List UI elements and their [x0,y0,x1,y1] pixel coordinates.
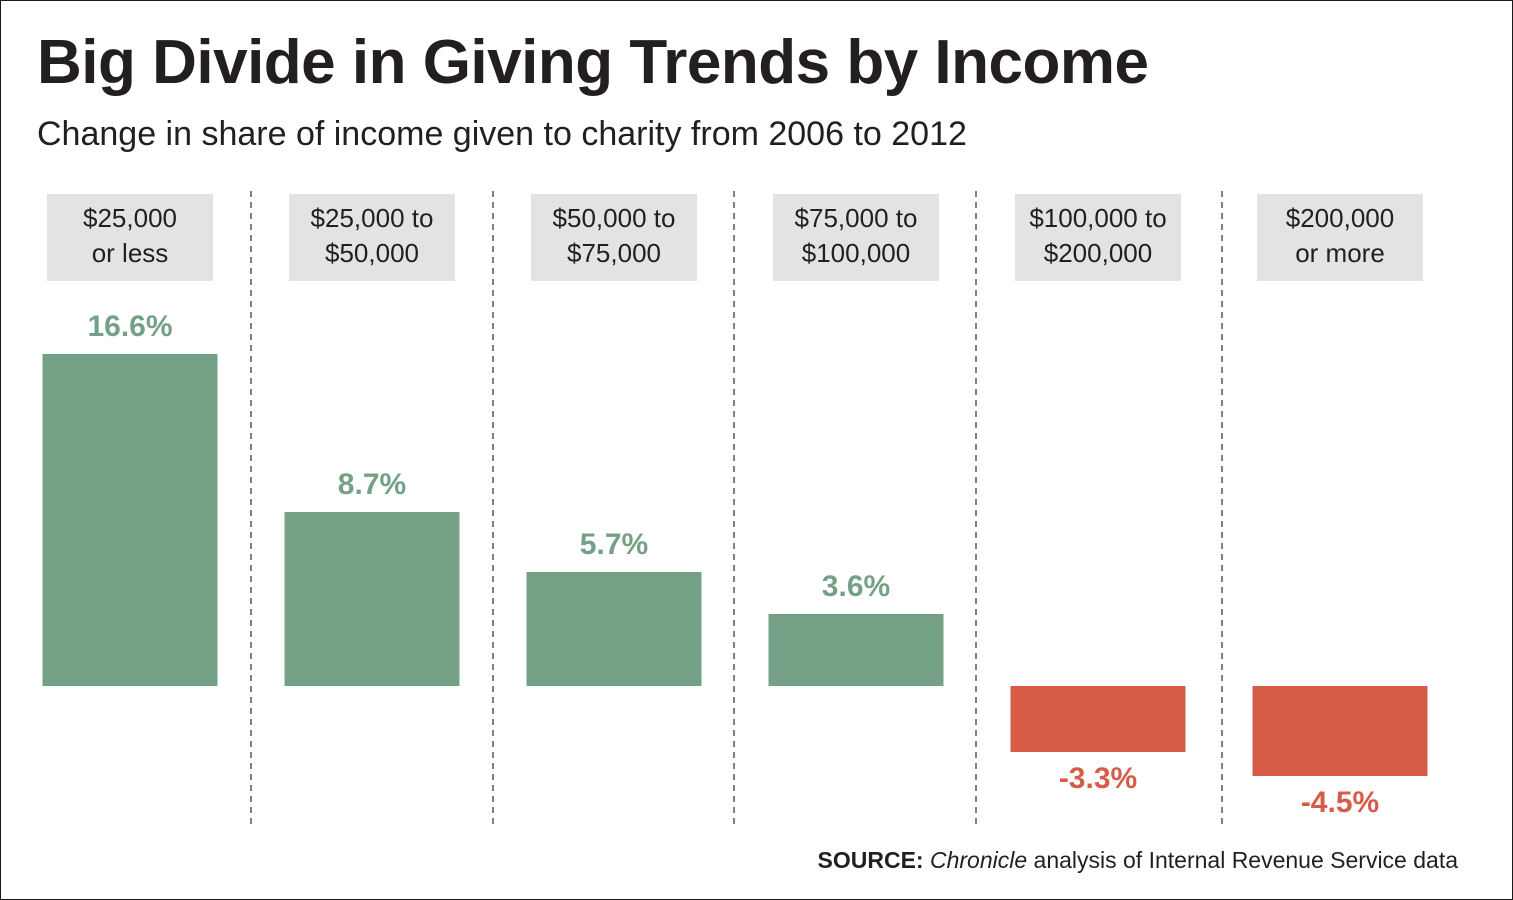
category-header-box [531,194,697,281]
category-label: $100,000 to [1029,203,1166,233]
source-publication: Chronicle [929,847,1028,873]
bar-value-label: 8.7% [338,468,406,501]
bar-value-label: 16.6% [87,310,172,343]
category-label: or less [92,238,169,268]
category-header-box [289,194,455,281]
category-header-box [1015,194,1181,281]
source-text: analysis of Internal Revenue Service dat… [1027,847,1458,873]
source-label: SOURCE: [817,847,924,873]
chart-subtitle: Change in share of income given to chari… [37,115,967,153]
bar [1252,686,1428,776]
bar [1010,686,1186,752]
category-label: $75,000 [567,238,661,268]
category-header-box [47,194,213,281]
bar [284,512,460,686]
category-label: $100,000 [802,238,910,268]
bar [768,614,944,686]
bar-value-label: 3.6% [822,570,890,603]
category-label: $25,000 [83,203,177,233]
bar [526,572,702,686]
category-label: $200,000 [1044,238,1152,268]
category-label: $200,000 [1286,203,1394,233]
category-header-box [1257,194,1423,281]
category-label: $25,000 to [311,203,434,233]
category-label: $50,000 [325,238,419,268]
bar-value-label: 5.7% [580,528,648,561]
source-note: SOURCE: Chronicle analysis of Internal R… [818,847,1458,874]
bar-value-label: -4.5% [1301,786,1379,819]
chart-title: Big Divide in Giving Trends by Income [37,28,1149,97]
bar-value-label: -3.3% [1059,762,1137,795]
category-header-box [773,194,939,281]
category-label: $50,000 to [553,203,676,233]
bar [42,354,218,686]
category-label: or more [1295,238,1385,268]
category-label: $75,000 to [795,203,918,233]
